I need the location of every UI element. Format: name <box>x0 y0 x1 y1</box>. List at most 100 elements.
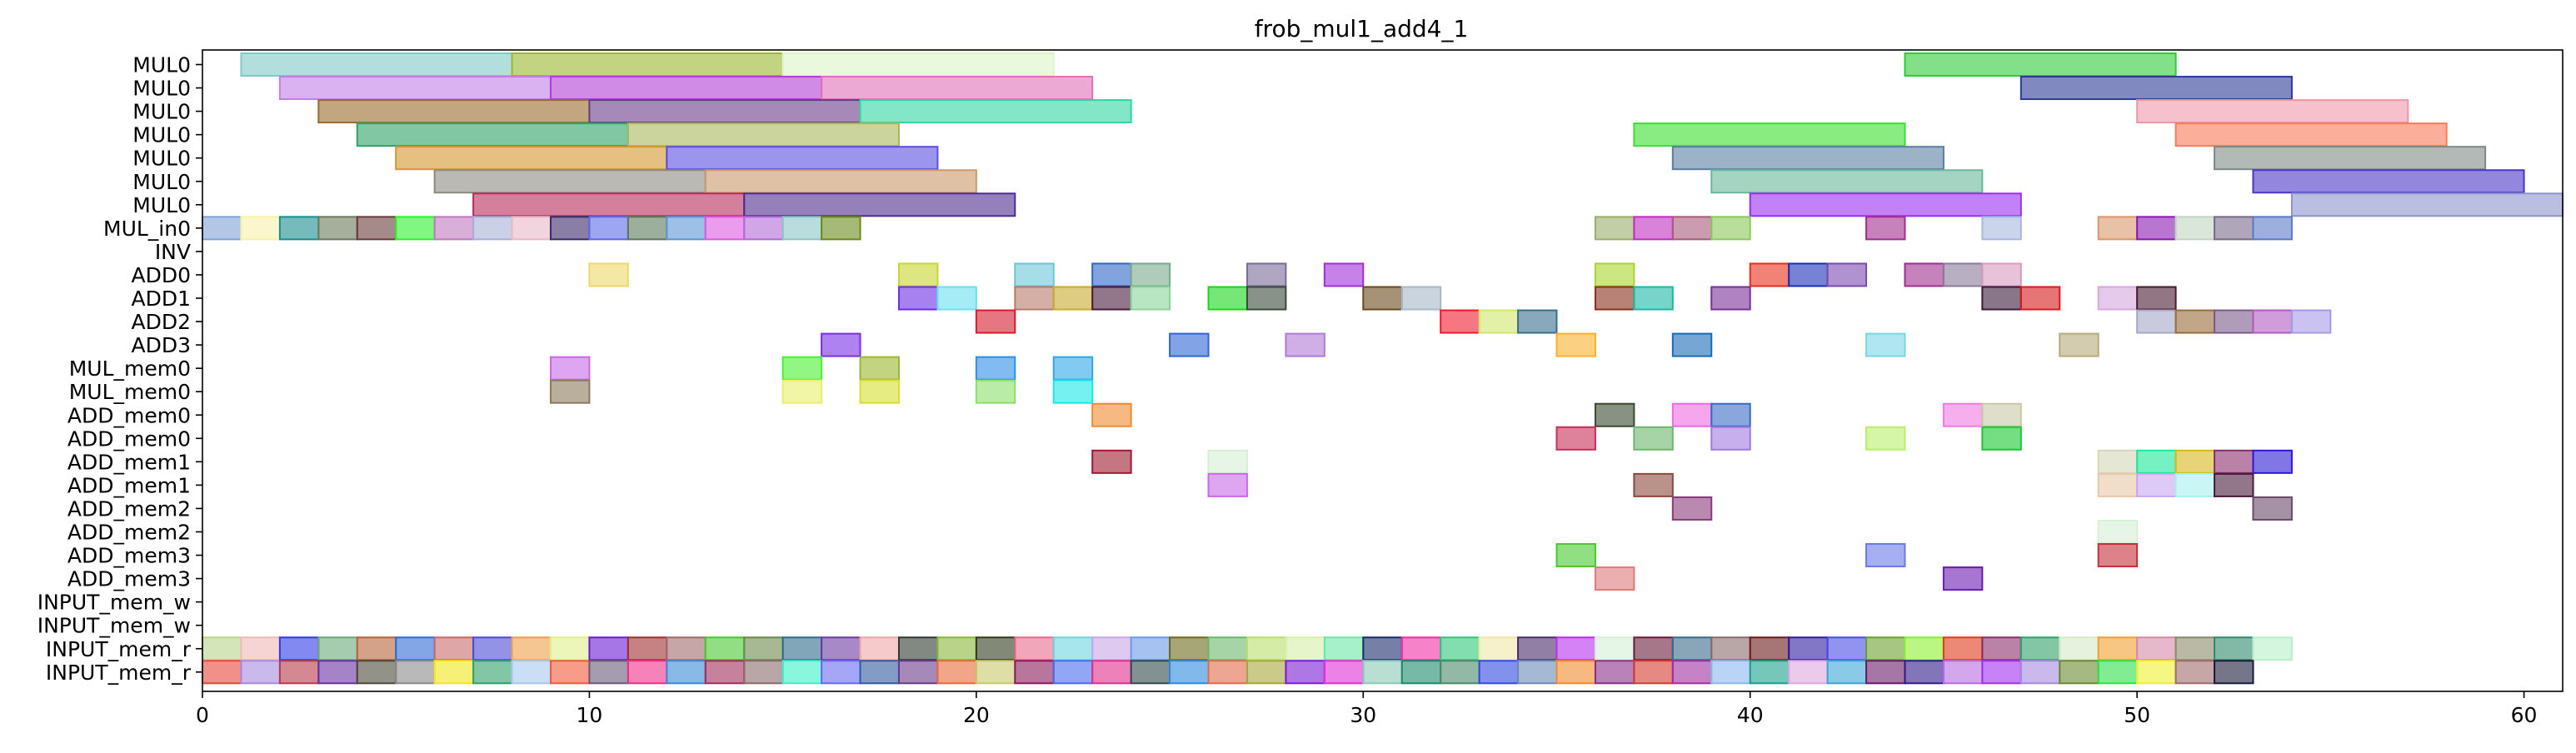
gantt-bar <box>1517 636 1558 661</box>
gantt-bar <box>627 636 668 661</box>
gantt-bar <box>1788 636 1829 661</box>
y-tick-label: INPUT_mem_r <box>46 661 192 685</box>
gantt-bar <box>1246 286 1287 311</box>
gantt-bar <box>2097 520 2139 544</box>
gantt-bar <box>2214 660 2254 685</box>
gantt-bar <box>1091 262 1132 287</box>
gantt-bar <box>2097 216 2139 241</box>
gantt-bar <box>1865 636 1906 661</box>
gantt-bar <box>1323 660 1365 685</box>
gantt-bar <box>897 636 939 661</box>
y-tick-label: ADD_mem1 <box>67 450 191 474</box>
gantt-bar <box>2097 660 2139 685</box>
gantt-bar <box>2252 636 2293 661</box>
gantt-bar <box>1788 262 1829 287</box>
gantt-bar <box>1594 262 1635 287</box>
gantt-bar <box>240 636 281 661</box>
gantt-bar <box>1091 636 1132 661</box>
y-tick-labels: MUL0MUL0MUL0MUL0MUL0MUL0MUL0MUL_in0INVAD… <box>37 53 202 685</box>
gantt-bar <box>1130 636 1171 661</box>
gantt-bar <box>897 660 939 685</box>
gantt-bar <box>588 660 629 685</box>
gantt-bar <box>240 660 281 685</box>
gantt-bar <box>317 636 358 661</box>
gantt-bar <box>472 192 746 217</box>
gantt-bar <box>936 636 977 661</box>
y-tick-label: MUL_mem0 <box>69 380 191 404</box>
gantt-bar <box>1633 426 1674 451</box>
gantt-bar <box>1478 636 1520 661</box>
gantt-bar <box>2214 636 2254 661</box>
gantt-bar <box>549 379 591 404</box>
gantt-bar <box>1826 262 1868 287</box>
gantt-bar <box>1749 192 2022 217</box>
gantt-bar <box>2214 216 2254 241</box>
gantt-bar <box>1091 402 1132 427</box>
gantt-bar <box>1091 286 1132 311</box>
gantt-bar <box>936 660 977 685</box>
gantt-bar <box>1440 660 1480 685</box>
gantt-bar <box>549 636 591 661</box>
gantt-bar <box>1594 216 1635 241</box>
gantt-bar <box>1052 356 1094 381</box>
gantt-bar <box>1014 636 1055 661</box>
gantt-bar <box>2252 309 2293 334</box>
gantt-bar <box>1285 660 1325 685</box>
gantt-bar <box>1555 660 1596 685</box>
gantt-bar <box>472 636 513 661</box>
gantt-bar <box>1671 496 1713 521</box>
gantt-bar <box>317 216 358 241</box>
gantt-bar <box>1091 660 1132 685</box>
gantt-bar <box>1710 216 1751 241</box>
gantt-bar <box>1362 660 1403 685</box>
gantt-bar <box>1246 636 1287 661</box>
gantt-bar <box>2174 216 2216 241</box>
y-tick-label: MUL0 <box>132 77 191 101</box>
gantt-bar <box>975 636 1016 661</box>
x-tick-label: 30 <box>1350 703 1376 727</box>
gantt-bar <box>1981 636 2022 661</box>
gantt-bar <box>2019 76 2293 101</box>
y-tick-label: MUL0 <box>132 53 191 77</box>
gantt-bar <box>588 216 629 241</box>
gantt-bar <box>975 379 1016 404</box>
gantt-bar <box>1981 426 2022 451</box>
gantt-bar <box>1826 660 1868 685</box>
gantt-bar <box>278 660 320 685</box>
gantt-bar <box>859 379 900 404</box>
gantt-bar <box>395 216 436 241</box>
gantt-bar <box>666 216 706 241</box>
gantt-bar <box>1440 636 1480 661</box>
y-tick-label: MUL0 <box>132 193 191 217</box>
gantt-bar <box>588 262 629 287</box>
gantt-bar <box>2097 543 2139 568</box>
chart-title: frob_mul1_add4_1 <box>1255 15 1469 42</box>
gantt-bar <box>2290 192 2564 217</box>
gantt-bar <box>1594 636 1635 661</box>
gantt-bar <box>821 636 861 661</box>
gantt-bar <box>356 660 397 685</box>
gantt-bar <box>1671 146 1944 171</box>
gantt-bar <box>1942 262 1984 287</box>
gantt-bar <box>1942 636 1984 661</box>
gantt-bar <box>1517 309 1558 334</box>
gantt-bar <box>704 216 746 241</box>
gantt-bar <box>2136 309 2177 334</box>
gantt-bar <box>356 216 397 241</box>
gantt-bar <box>1981 216 2022 241</box>
gantt-bar <box>1981 286 2022 311</box>
gantt-bar <box>2059 636 2099 661</box>
gantt-bar <box>666 660 706 685</box>
y-tick-label: ADD_mem0 <box>67 426 191 451</box>
y-tick-label: MUL0 <box>132 147 191 171</box>
gantt-bar <box>1826 636 1868 661</box>
gantt-bar <box>1594 660 1635 685</box>
gantt-bar <box>2136 216 2177 241</box>
gantt-bar <box>1130 660 1171 685</box>
gantt-bar <box>2059 660 2099 685</box>
gantt-bar <box>743 192 1016 217</box>
gantt-bar <box>240 52 513 77</box>
gantt-bar <box>781 52 1055 77</box>
gantt-bar <box>666 636 706 661</box>
gantt-bar <box>2136 449 2177 474</box>
